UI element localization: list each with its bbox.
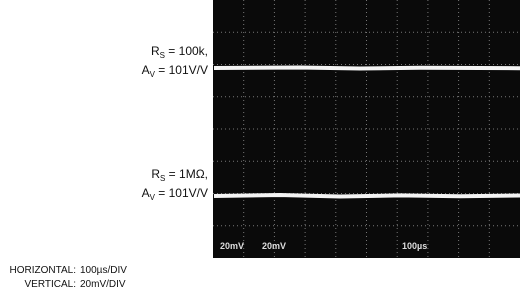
label-rs-2: RS = 1MΩ, [151, 167, 208, 183]
trace-top [214, 68, 520, 69]
trace-bottom [214, 195, 520, 197]
screen-label: 100µs [402, 241, 427, 251]
setting-value: 20mV/DIV [80, 279, 126, 290]
setting-value: 100µs/DIV [80, 265, 127, 276]
label-rs-1: RS = 100k, [151, 44, 208, 60]
screen-label: 20mV [262, 241, 286, 251]
screen-label: 20mV [220, 241, 244, 251]
label-av-1: AV = 101V/V [142, 63, 208, 79]
label-av-2: AV = 101V/V [142, 186, 208, 202]
setting-key: HORIZONTAL: [10, 265, 76, 276]
scope-figure: RS = 100k, AV = 101V/V RS = 1MΩ, AV = 10… [0, 0, 520, 297]
setting-key: VERTICAL: [25, 279, 77, 290]
